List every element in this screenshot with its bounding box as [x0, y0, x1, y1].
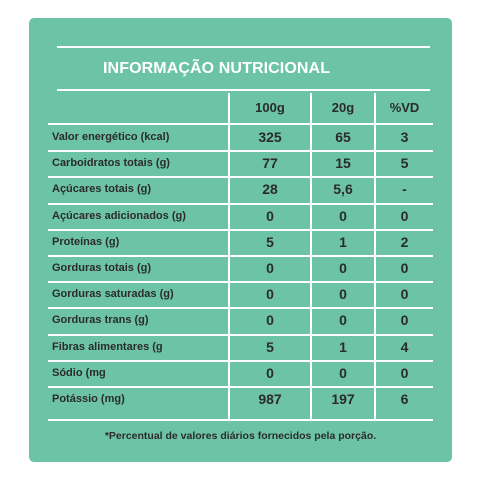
title-divider: [57, 89, 430, 91]
value-vd: 0: [400, 260, 409, 276]
row-divider: [48, 176, 433, 179]
value-100g: 0: [266, 207, 274, 224]
value-20g: 0: [339, 364, 347, 381]
table-row: Proteínas (g) 5 1 2: [48, 230, 433, 256]
row-divider: [48, 202, 433, 205]
footer-divider: [48, 419, 433, 421]
value-100g: 5: [266, 338, 274, 355]
value-vd: 5: [400, 155, 409, 172]
footnote: *Percentual de valores diários fornecido…: [104, 430, 377, 442]
value-100g: 0: [266, 260, 274, 276]
nutrient-label: Fibras alimentares (g: [52, 340, 163, 353]
table-row: Potássio (mg) 987 197 6: [48, 387, 433, 413]
value-100g: 0: [266, 364, 274, 381]
row-divider: [48, 386, 433, 388]
value-20g: 0: [339, 286, 347, 303]
value-100g: 0: [266, 312, 274, 329]
value-20g: 5,6: [333, 181, 353, 198]
nutrition-card: [29, 18, 452, 462]
nutrient-label: Açúcares adicionados (g): [52, 209, 186, 222]
table-row: Carboidratos totais (g) 77 15 5: [48, 151, 433, 177]
value-100g: 325: [258, 129, 282, 145]
nutrient-label: Proteínas (g): [52, 235, 120, 248]
value-vd: 0: [400, 207, 409, 224]
value-100g: 0: [266, 286, 274, 303]
value-vd: -: [402, 181, 407, 198]
table-row: Gorduras totais (g) 0 0 0: [48, 256, 433, 282]
row-divider: [48, 281, 433, 284]
nutrient-label: Carboidratos totais (g): [52, 157, 170, 170]
table-row: Valor energético (kcal) 325 65 3: [48, 125, 433, 151]
value-20g: 65: [335, 129, 351, 145]
column-header-vd: %VD: [389, 100, 420, 115]
row-divider: [48, 228, 433, 231]
nutrient-label: Gorduras trans (g): [52, 314, 149, 327]
row-divider: [48, 307, 433, 310]
column-header-20g: 20g: [331, 100, 355, 115]
table-row: Açúcares adicionados (g) 0 0 0: [48, 204, 433, 230]
nutrient-label: Valor energético (kcal): [52, 131, 170, 143]
table-row: Gorduras saturadas (g) 0 0 0: [48, 282, 433, 308]
nutrient-label: Gorduras totais (g): [52, 262, 152, 274]
header-divider: [48, 123, 433, 125]
value-vd: 0: [400, 364, 409, 381]
nutrient-label: Gorduras saturadas (g): [52, 288, 174, 301]
value-vd: 6: [400, 391, 409, 407]
nutrient-label: Açúcares totais (g): [52, 183, 152, 196]
value-20g: 1: [339, 233, 347, 250]
value-vd: 2: [400, 233, 409, 250]
table-row: Gorduras trans (g) 0 0 0: [48, 308, 433, 334]
nutrient-label: Potássio (mg): [52, 393, 125, 405]
value-20g: 15: [335, 155, 351, 172]
value-vd: 0: [400, 286, 409, 303]
value-vd: 0: [400, 312, 409, 329]
value-100g: 5: [266, 233, 274, 250]
row-divider: [48, 333, 433, 336]
row-divider: [48, 255, 433, 257]
value-20g: 0: [339, 312, 347, 329]
value-20g: 1: [339, 338, 347, 355]
value-vd: 3: [400, 129, 409, 145]
top-divider: [57, 46, 430, 48]
value-20g: 197: [331, 391, 355, 407]
table-row: Sódio (mg 0 0 0: [48, 361, 433, 387]
nutrition-title: INFORMAÇÃO NUTRICIONAL: [103, 60, 331, 77]
nutrition-table: 100g 20g %VD Valor energético (kcal) 325 6…: [48, 93, 433, 419]
table-row: Fibras alimentares (g 5 1 4: [48, 335, 433, 361]
value-100g: 77: [262, 155, 278, 172]
table-row: Açúcares totais (g) 28 5,6 -: [48, 177, 433, 203]
column-header-100g: 100g: [255, 100, 285, 115]
value-100g: 28: [262, 181, 278, 198]
nutrient-label: Sódio (mg: [52, 366, 106, 379]
value-vd: 4: [400, 338, 409, 355]
value-20g: 0: [339, 207, 347, 224]
row-divider: [48, 150, 433, 153]
value-20g: 0: [339, 260, 347, 276]
value-100g: 987: [258, 391, 282, 407]
row-divider: [48, 359, 433, 362]
